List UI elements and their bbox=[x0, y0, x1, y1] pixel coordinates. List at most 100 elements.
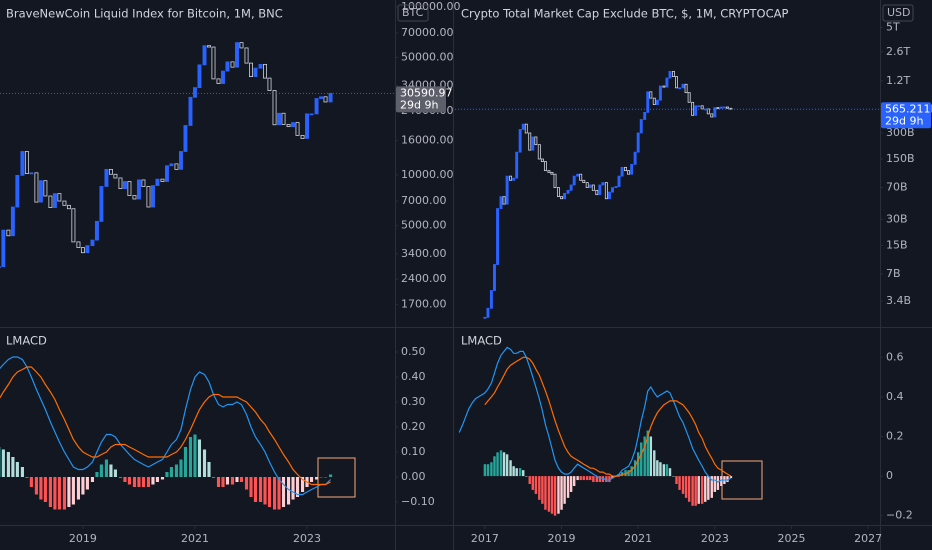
histogram-bar bbox=[720, 476, 723, 486]
histogram-bar bbox=[627, 470, 630, 477]
histogram-bar bbox=[687, 476, 691, 502]
indicator-line bbox=[0, 366, 331, 486]
unit-box bbox=[882, 4, 914, 22]
x-tick-label: 2021 bbox=[624, 532, 652, 545]
histogram-bar bbox=[319, 477, 323, 478]
y-tick-label: 16000.00 bbox=[401, 134, 454, 147]
histogram-bar bbox=[76, 477, 81, 500]
histogram-bar bbox=[43, 477, 47, 502]
candle bbox=[671, 71, 675, 78]
histogram-bar bbox=[193, 434, 197, 477]
histogram-bar bbox=[99, 464, 103, 477]
histogram-bar bbox=[15, 462, 19, 477]
candle bbox=[483, 316, 487, 319]
candle bbox=[216, 78, 221, 84]
candle bbox=[620, 166, 624, 177]
histogram-bar bbox=[563, 476, 566, 504]
price-tag-label: 30590.97 bbox=[400, 86, 453, 99]
candle bbox=[272, 90, 277, 126]
histogram-bar bbox=[586, 476, 589, 481]
candle bbox=[547, 170, 551, 173]
candle bbox=[492, 264, 496, 291]
candle bbox=[489, 290, 493, 309]
candle bbox=[550, 171, 554, 175]
candle bbox=[277, 112, 281, 126]
histogram-bar bbox=[71, 477, 75, 505]
candle bbox=[211, 46, 216, 80]
candle bbox=[85, 245, 90, 254]
candle bbox=[643, 111, 647, 120]
candle bbox=[627, 170, 631, 175]
y-tick-label: 0.50 bbox=[401, 345, 426, 358]
candle bbox=[598, 184, 602, 196]
candle bbox=[230, 61, 235, 68]
candle bbox=[291, 122, 295, 128]
candle bbox=[658, 85, 662, 101]
x-tick-label: 2025 bbox=[777, 532, 805, 545]
candle bbox=[505, 175, 509, 205]
plot-area bbox=[0, 42, 395, 269]
candle bbox=[29, 172, 34, 175]
candle bbox=[164, 165, 169, 182]
histogram-bar bbox=[493, 456, 496, 477]
candle bbox=[713, 107, 717, 118]
unit-label: BTC bbox=[402, 6, 424, 19]
candle bbox=[560, 196, 564, 200]
candle bbox=[687, 92, 691, 103]
histogram-bar bbox=[643, 436, 646, 477]
candle bbox=[710, 113, 714, 118]
histogram-bar bbox=[323, 477, 328, 478]
histogram-bar bbox=[697, 476, 700, 504]
x-tick-label: 2019 bbox=[548, 532, 576, 545]
histogram-bar bbox=[123, 477, 127, 482]
y-tick-label: 50000.00 bbox=[401, 50, 454, 63]
histogram-bar bbox=[595, 476, 599, 483]
histogram-bar bbox=[132, 477, 137, 487]
candle bbox=[188, 96, 193, 126]
histogram-bar bbox=[528, 476, 531, 485]
candle bbox=[239, 42, 244, 49]
candle bbox=[113, 173, 118, 179]
candle bbox=[221, 70, 225, 84]
histogram-bar bbox=[309, 477, 314, 482]
candle bbox=[314, 98, 319, 115]
x-tick-label: 2027 bbox=[854, 532, 882, 545]
y-tick-label: 2.6T bbox=[886, 45, 910, 58]
histogram-bar bbox=[630, 466, 633, 477]
histogram-bar bbox=[704, 476, 707, 502]
y-tick-label: 70000.00 bbox=[401, 26, 454, 39]
candle bbox=[617, 175, 621, 187]
histogram-bar bbox=[197, 439, 202, 477]
candle bbox=[169, 163, 174, 167]
histogram-bar bbox=[538, 476, 541, 500]
histogram-bar bbox=[29, 477, 33, 487]
histogram-bar bbox=[605, 476, 608, 483]
candle bbox=[719, 106, 723, 109]
candle bbox=[150, 185, 155, 208]
candle bbox=[499, 196, 503, 209]
candle bbox=[155, 178, 160, 186]
candle bbox=[569, 184, 573, 191]
histogram-bar bbox=[225, 477, 230, 485]
histogram-bar bbox=[211, 477, 216, 478]
candle bbox=[43, 180, 48, 197]
histogram-bar bbox=[286, 477, 291, 505]
histogram-bar bbox=[113, 469, 117, 477]
candle bbox=[48, 195, 53, 208]
candle bbox=[585, 182, 589, 188]
candle bbox=[193, 87, 197, 98]
candle bbox=[694, 105, 698, 116]
y-tick-label: 0.30 bbox=[401, 395, 426, 408]
x-tick-label: 2021 bbox=[181, 532, 209, 545]
candle bbox=[706, 108, 710, 115]
candle bbox=[24, 151, 29, 174]
histogram-bar bbox=[560, 476, 563, 510]
histogram-bar bbox=[541, 476, 544, 504]
histogram-bar bbox=[291, 477, 295, 500]
candle bbox=[563, 192, 567, 200]
histogram-bar bbox=[496, 452, 499, 477]
candle bbox=[675, 76, 678, 89]
candle bbox=[76, 241, 81, 248]
histogram-bar bbox=[183, 447, 188, 477]
